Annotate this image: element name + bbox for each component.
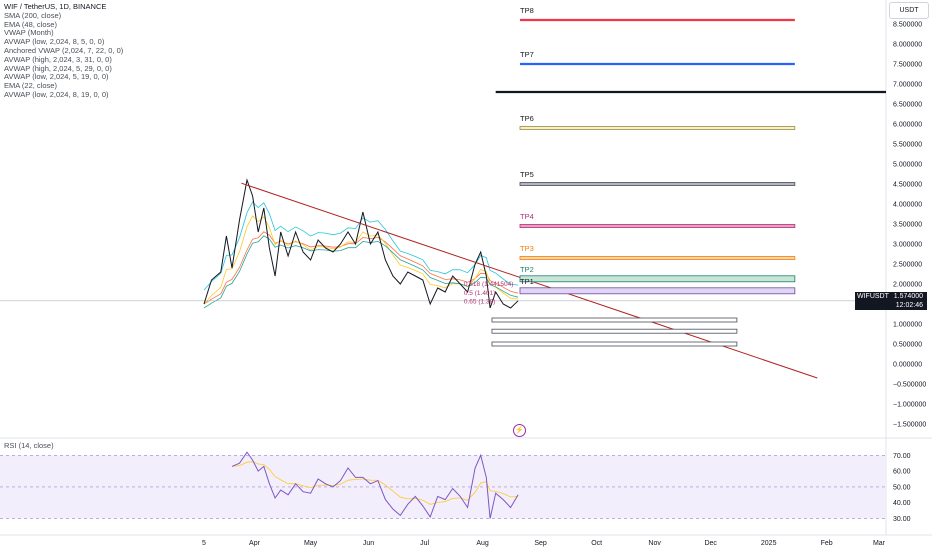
price-axis-tick: 7.000000 (893, 82, 922, 89)
legend-sma-200[interactable]: SMA (200, close) (4, 10, 62, 20)
legend-avwap-low-aug19[interactable]: AVWAP (low, 2,024, 8, 19, 0, 0) (4, 89, 109, 99)
price-axis-tick: 3.000000 (893, 242, 922, 249)
legend-symbol-title[interactable]: WIF / TetherUS, 1D, BINANCE (4, 2, 107, 11)
rsi-axis-tick: 40.00 (893, 500, 911, 507)
time-axis-tick: Aug (476, 540, 489, 547)
rsi-axis-tick: 50.00 (893, 484, 911, 491)
tp-box (519, 126, 796, 130)
tp-box (519, 256, 796, 260)
indicator-orange-line (203, 231, 519, 305)
tp-box (519, 182, 796, 186)
time-axis-tick: Dec (704, 540, 717, 547)
time-axis-tick: May (304, 540, 318, 547)
fib-level-label: 0.5 (1.401) (464, 290, 495, 297)
time-axis-tick: 5 (202, 540, 206, 547)
time-axis-tick: Nov (648, 540, 661, 547)
indicator-legend: WIF / TetherUS, 1D, BINANCE SMA (200, cl… (4, 2, 124, 100)
price-axis-tick: 3.500000 (893, 222, 922, 229)
price-axis-tick: 2.500000 (893, 262, 922, 269)
price-axis-tick: 4.500000 (893, 182, 922, 189)
tp-box (519, 287, 796, 295)
tp-label: TP1 (520, 277, 534, 286)
time-axis-tick: Sep (534, 540, 547, 547)
legend-ema-48[interactable]: EMA (48, close) (4, 19, 57, 29)
time-axis-tick: Oct (591, 540, 602, 547)
legend-avwap-high-mar31[interactable]: AVWAP (high, 2,024, 3, 31, 0, 0) (4, 54, 112, 64)
tp-box (519, 275, 796, 283)
support-box (491, 341, 738, 347)
fib-level-label: 0.65 (1.38) (464, 299, 495, 306)
rsi-axis-tick: 30.00 (893, 516, 911, 523)
price-axis-tick: 2.000000 (893, 282, 922, 289)
time-axis-tick: Mar (873, 540, 886, 547)
legend-vwap-month[interactable]: VWAP (Month) (4, 28, 54, 38)
rsi-axis-tick: 60.00 (893, 469, 911, 476)
price-axis-tick: 0.000000 (893, 362, 922, 369)
tp-label: TP7 (520, 50, 534, 59)
price-axis-tick: 0.500000 (893, 342, 922, 349)
time-axis-tick: Jul (420, 540, 429, 547)
price-axis-tick: −1.000000 (893, 402, 926, 409)
lightning-icon[interactable]: ⚡ (513, 424, 526, 437)
legend-avwap-low-may19[interactable]: AVWAP (low, 2,024, 5, 19, 0, 0) (4, 72, 109, 82)
price-axis-tick: 8.500000 (893, 22, 922, 29)
tp-box (519, 224, 796, 228)
tp-label: TP5 (520, 170, 534, 179)
fib-level-label: 0.618 (1.441504) (464, 281, 514, 288)
price-tag-value: 1.574000 (893, 293, 923, 300)
time-axis-tick: 2025 (761, 540, 777, 547)
price-axis-tick: −1.500000 (893, 422, 926, 429)
indicator-teal-line (203, 235, 519, 309)
time-axis-tick: Jun (363, 540, 374, 547)
rsi-pane-label[interactable]: RSI (14, close) (4, 441, 54, 450)
tp-label: TP8 (520, 6, 534, 15)
price-axis-tick: 5.500000 (893, 142, 922, 149)
legend-avwap-low-aug5[interactable]: AVWAP (low, 2,024, 8, 5, 0, 0) (4, 37, 105, 47)
legend-anchored-vwap[interactable]: Anchored VWAP (2,024, 7, 22, 0, 0) (4, 45, 124, 55)
price-axis-tick: 1.000000 (893, 322, 922, 329)
price-axis-tick: 8.000000 (893, 42, 922, 49)
legend-avwap-high-may29[interactable]: AVWAP (high, 2,024, 5, 29, 0, 0) (4, 63, 112, 73)
price-line (203, 178, 519, 309)
tp-label: TP6 (520, 114, 534, 123)
current-price-tag: WIFUSDT 1.574000 12:02:46 (855, 292, 927, 310)
price-axis-tick: −0.500000 (893, 382, 926, 389)
price-tag-symbol: WIFUSDT (857, 293, 889, 300)
legend-ema-22[interactable]: EMA (22, close) (4, 81, 57, 91)
support-box (491, 328, 738, 334)
price-axis-tick: 7.500000 (893, 62, 922, 69)
price-axis-tick: 6.000000 (893, 122, 922, 129)
rsi-ma-line (231, 461, 519, 505)
tp-label: TP2 (520, 265, 534, 274)
time-axis-tick: Apr (249, 540, 261, 547)
price-axis-tick: 6.500000 (893, 102, 922, 109)
support-box (491, 317, 738, 323)
price-axis-tick: 4.000000 (893, 202, 922, 209)
tp-label: TP4 (520, 212, 534, 221)
currency-unit-button[interactable]: USDT (889, 2, 929, 19)
rsi-axis-tick: 70.00 (893, 453, 911, 460)
price-tag-countdown: 12:02:46 (895, 301, 923, 309)
rsi-line (231, 451, 519, 519)
tp-label: TP3 (520, 244, 534, 253)
price-axis-tick: 5.000000 (893, 162, 922, 169)
indicator-yellow-line (203, 215, 519, 305)
time-axis-tick: Feb (821, 540, 833, 547)
